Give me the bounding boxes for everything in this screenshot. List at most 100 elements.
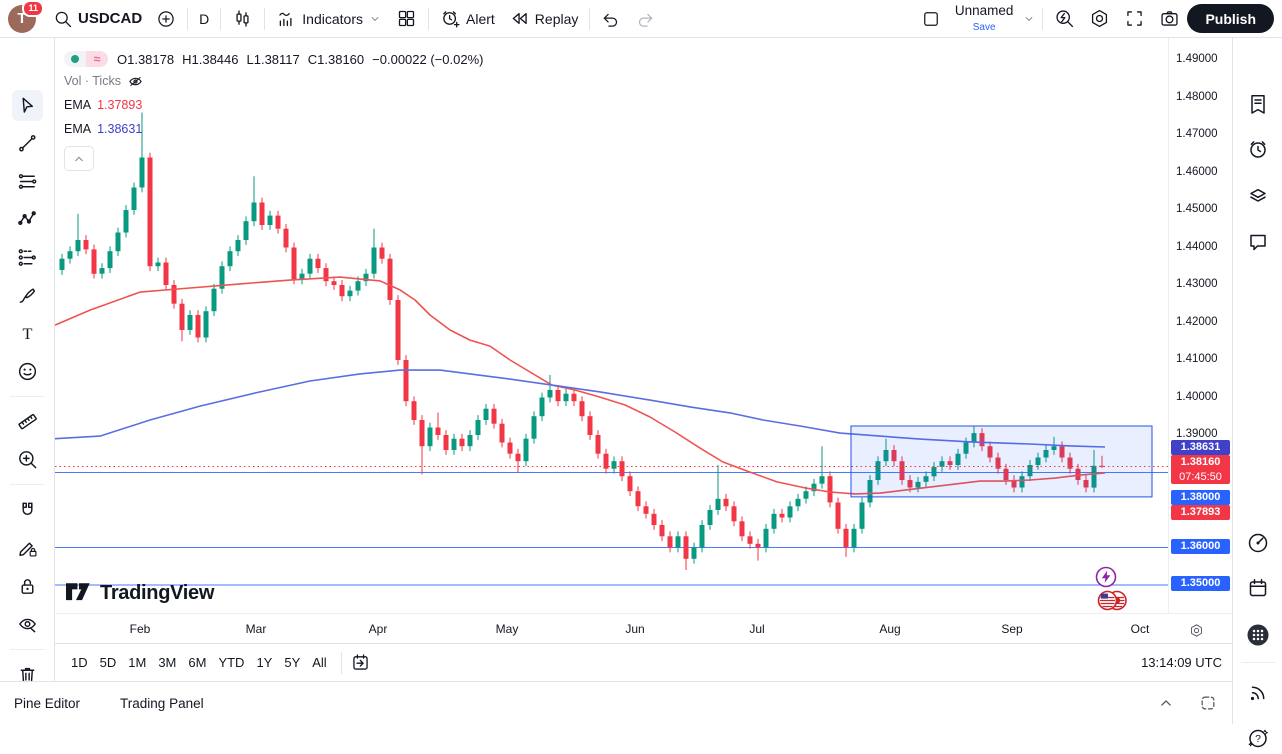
draw-lock-icon — [16, 537, 39, 560]
text-tool-tool[interactable]: T — [12, 318, 43, 349]
layout-select-button[interactable] — [914, 4, 948, 34]
tab-trading-panel[interactable]: Trading Panel — [120, 695, 204, 711]
volume-indicator-label: Vol · Ticks — [64, 74, 121, 88]
price-label-pill: 1.36000 — [1171, 539, 1230, 554]
fib-retracement-icon — [16, 170, 39, 193]
user-avatar[interactable]: T 11 — [8, 0, 44, 33]
range-button-5d[interactable]: 5D — [99, 655, 117, 670]
price-tick: 1.45000 — [1176, 203, 1218, 215]
alarm-plus-icon — [440, 8, 461, 29]
hide-drawings-tool[interactable] — [12, 609, 43, 640]
symbol-search-button[interactable]: USDCAD — [46, 4, 149, 34]
trend-line-tool[interactable] — [12, 128, 43, 159]
layout-menu-caret[interactable] — [1020, 4, 1038, 34]
idea-lightning-badge[interactable] — [1094, 565, 1118, 592]
sidebar-help-button[interactable]: ? — [1242, 722, 1274, 754]
sidebar-layers-button[interactable] — [1242, 179, 1274, 211]
redo-button[interactable] — [628, 4, 662, 34]
sidebar-chat-button[interactable] — [1242, 226, 1274, 258]
replay-label: Replay — [534, 10, 579, 27]
sidebar-alert-clock-button[interactable] — [1242, 133, 1274, 165]
compare-add-symbol-button[interactable] — [149, 4, 183, 34]
volume-legend-row[interactable]: Vol · Ticks — [64, 69, 483, 93]
forecast-tool[interactable] — [12, 242, 43, 273]
range-button-6m[interactable]: 6M — [188, 655, 207, 670]
toolbar-divider — [340, 651, 342, 674]
price-tick: 1.41000 — [1176, 353, 1218, 365]
currency-flags-badge[interactable] — [1097, 589, 1128, 615]
panel-expand-icon[interactable] — [1156, 693, 1176, 713]
timeframe-button[interactable]: D — [192, 4, 216, 34]
range-button-1y[interactable]: 1Y — [256, 655, 273, 670]
ruler-tool[interactable] — [12, 406, 43, 437]
ema-slow-legend-row[interactable]: EMA 1.38631 — [64, 117, 483, 141]
sidebar-broadcast-button[interactable] — [1242, 677, 1274, 709]
price-label-pill: 1.38160 07:45:50 — [1171, 455, 1230, 484]
lock-tool[interactable] — [12, 571, 43, 602]
xabcd-pattern-tool[interactable] — [12, 204, 43, 235]
chart-settings-button[interactable] — [1082, 4, 1117, 34]
apps-icon — [1246, 623, 1270, 647]
undo-button[interactable] — [594, 4, 628, 34]
time-axis[interactable]: Feb Mar Apr May Jun Jul Aug Sep Oct — [55, 613, 1232, 643]
month-label: Feb — [129, 622, 151, 636]
snapshot-button[interactable] — [1152, 4, 1187, 34]
timeframe-label: D — [199, 10, 210, 27]
emoji-icon — [16, 360, 39, 383]
price-scale[interactable]: 1.49000 1.48000 1.47000 1.46000 1.45000 1.440… — [1168, 38, 1232, 613]
ruler-icon — [16, 410, 39, 433]
publish-button[interactable]: Publish — [1187, 4, 1274, 33]
range-button-3m[interactable]: 3M — [158, 655, 177, 670]
range-button-1d[interactable]: 1D — [71, 655, 88, 670]
fullscreen-button[interactable] — [1117, 4, 1152, 34]
draw-lock-tool[interactable] — [12, 533, 43, 564]
market-status-chip[interactable]: ≈ — [64, 51, 108, 67]
layers-icon — [1246, 183, 1270, 207]
indicators-button[interactable]: Indicators — [269, 4, 389, 34]
open-value: O1.38178 — [117, 51, 175, 67]
eye-slash-icon[interactable] — [127, 73, 144, 90]
cursor-tool[interactable] — [12, 90, 43, 121]
goto-date-icon[interactable] — [350, 652, 371, 673]
sidebar-apps-button[interactable] — [1242, 619, 1274, 651]
price-tick: 1.39000 — [1176, 428, 1218, 440]
change-value: −0.00022 (−0.02%) — [372, 51, 484, 67]
caret-down-icon[interactable] — [368, 12, 382, 26]
market-open-dot — [71, 55, 79, 63]
usd-cad-flags-icon — [1097, 590, 1127, 611]
symbol-legend-row[interactable]: ≈ O1.38178 H1.38446 L1.38117 C1.38160 −0… — [64, 49, 483, 69]
legend-collapse-button[interactable] — [64, 146, 94, 171]
sidebar-calendar-button[interactable] — [1242, 572, 1274, 604]
alert-button[interactable]: Alert — [433, 4, 502, 34]
range-button-ytd[interactable]: YTD — [218, 655, 245, 670]
range-button-5y[interactable]: 5Y — [284, 655, 301, 670]
replay-button[interactable]: Replay — [502, 4, 586, 34]
ema-fast-legend-row[interactable]: EMA 1.37893 — [64, 93, 483, 117]
candlestick-chart[interactable] — [54, 38, 1168, 613]
magnet-tool[interactable] — [12, 495, 43, 526]
clock-utc[interactable]: 13:14:09 UTC — [1141, 655, 1222, 670]
right-sidebar: ? — [1232, 38, 1282, 748]
ema-slow-label: EMA — [64, 122, 92, 136]
save-layout-button[interactable]: Unnamed Save — [948, 3, 1021, 34]
sidebar-radar-button[interactable] — [1242, 527, 1274, 559]
axis-settings-gear-icon[interactable] — [1189, 623, 1204, 638]
sidebar-watchlist-button[interactable] — [1242, 88, 1274, 120]
range-button-1m[interactable]: 1M — [128, 655, 147, 670]
tab-pine-editor[interactable]: Pine Editor — [14, 695, 81, 711]
zoom-in-tool[interactable] — [12, 444, 43, 475]
chart-style-button[interactable] — [225, 4, 260, 34]
layout-square-icon — [921, 9, 941, 29]
tradingview-logo-icon — [66, 582, 90, 600]
brush-tool[interactable] — [12, 280, 43, 311]
range-button-all[interactable]: All — [312, 655, 327, 670]
quick-search-button[interactable] — [1047, 4, 1082, 34]
toolbar-divider — [10, 484, 45, 485]
indicator-templates-button[interactable] — [389, 4, 424, 34]
tradingview-watermark[interactable]: TradingView — [66, 582, 214, 605]
panel-maximize-icon[interactable] — [1198, 693, 1218, 713]
emoji-tool[interactable] — [12, 356, 43, 387]
fib-retracement-tool[interactable] — [12, 166, 43, 197]
magnet-icon — [16, 499, 39, 522]
bottom-panel-controls — [1156, 693, 1218, 713]
